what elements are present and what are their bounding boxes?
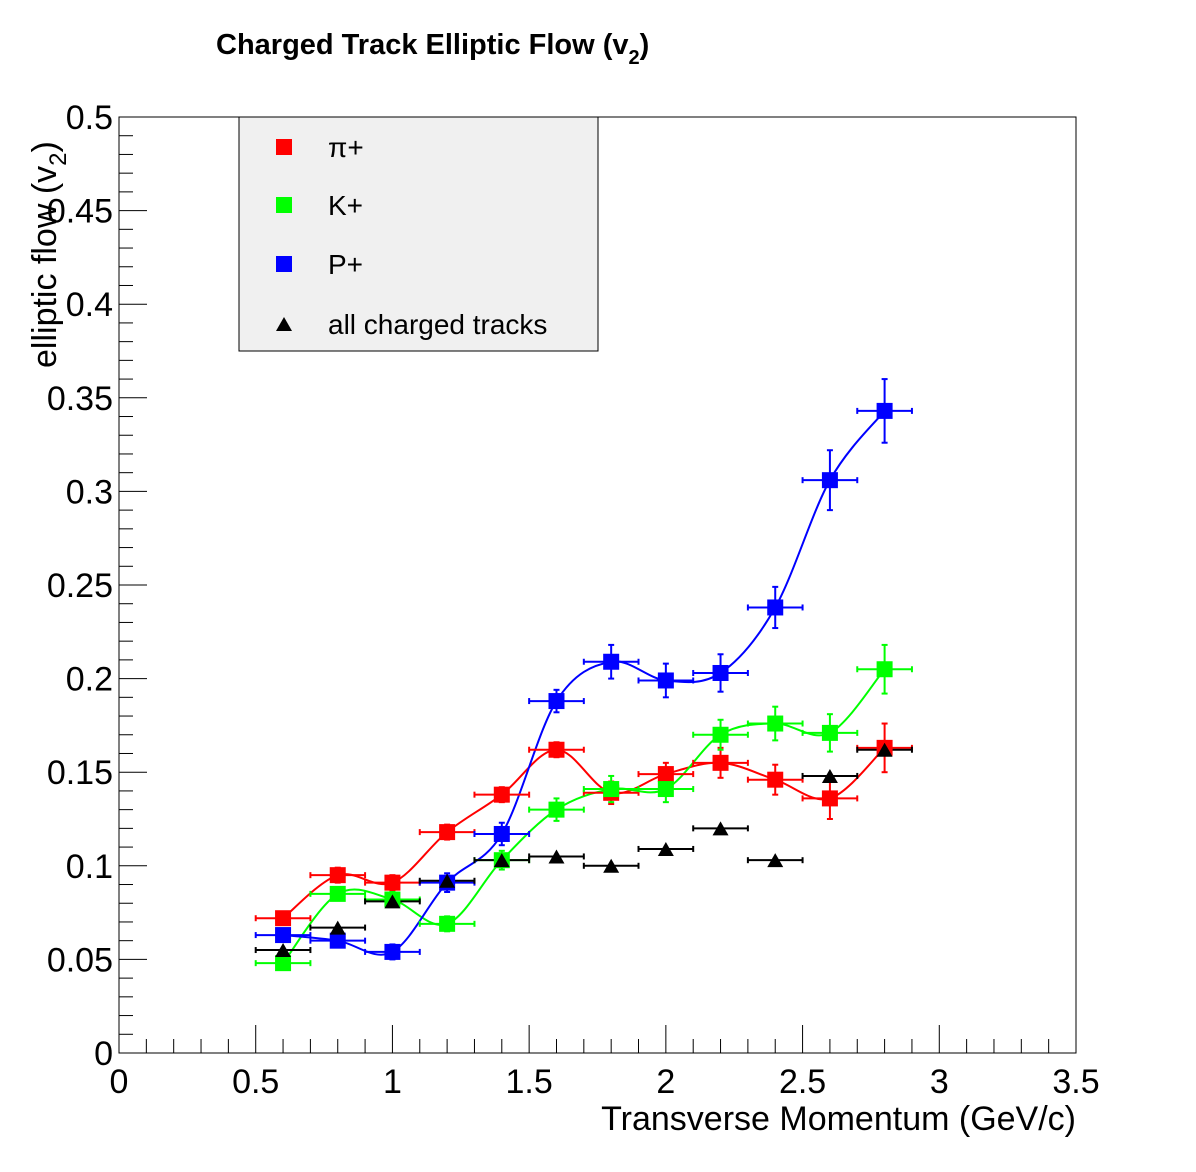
y-axis-title-close: ) (26, 141, 64, 152)
ticks-layer: 0 0.5 1 1.5 2 2.5 3 3.5 0 0.05 0.1 0.15 0.2 0.25 0.3 0.… (47, 99, 1100, 1101)
legend-label-pi-plus: π+ (328, 132, 364, 163)
x-tick-label: 3 (930, 1063, 949, 1101)
data-point-p-plus (275, 927, 292, 944)
data-point-all-charged (329, 920, 346, 935)
y-tick-label: 0.1 (66, 848, 113, 886)
legend-label-all-charged: all charged tracks (328, 309, 547, 340)
data-point-all-charged (384, 894, 401, 909)
data-point-p-plus (548, 693, 565, 710)
data-point-p-plus (603, 653, 620, 670)
x-tick-label: 0.5 (232, 1063, 279, 1101)
chart-title: Charged Track Elliptic Flow (v2) (216, 29, 649, 69)
data-point-pi-plus (439, 824, 456, 841)
x-tick-label: 2 (656, 1063, 675, 1101)
legend-marker-pi-plus (276, 139, 292, 155)
data-point-p-plus (821, 472, 838, 489)
data-point-pi-plus (548, 741, 565, 758)
y-axis-title: elliptic flow (v2) (26, 141, 72, 368)
x-tick-label: 1 (383, 1063, 402, 1101)
data-point-k-plus (876, 661, 893, 678)
legend-box (238, 116, 599, 352)
data-point-k-plus (275, 955, 292, 972)
data-point-pi-plus (712, 754, 729, 771)
data-point-all-charged (603, 858, 620, 873)
series-line-k-plus (282, 668, 886, 964)
data-point-p-plus (657, 672, 674, 689)
data-point-k-plus (439, 915, 456, 932)
data-point-p-plus (712, 664, 729, 681)
y-tick-label: 0.5 (66, 99, 113, 137)
data-point-pi-plus (767, 771, 784, 788)
y-tick-label: 0.3 (66, 473, 113, 511)
data-point-all-charged (493, 853, 510, 868)
data-point-all-charged (712, 821, 729, 836)
data-point-k-plus (329, 885, 346, 902)
chart-title-subscript: 2 (629, 47, 640, 69)
legend: π+ K+ P+ all charged tracks (238, 116, 599, 352)
data-point-all-charged (876, 742, 893, 757)
data-point-p-plus (493, 825, 510, 842)
y-tick-label: 0.35 (47, 380, 113, 418)
errors-layer (254, 378, 913, 970)
legend-items: π+ K+ P+ all charged tracks (276, 132, 547, 340)
chart-title-close: ) (640, 29, 650, 61)
series-line-p-plus (282, 410, 886, 956)
data-point-pi-plus (657, 766, 674, 783)
data-point-all-charged (821, 768, 838, 783)
data-point-pi-plus (275, 910, 292, 927)
data-point-all-charged (275, 943, 292, 958)
x-tick-label: 3.5 (1052, 1063, 1099, 1101)
data-point-pi-plus (384, 874, 401, 891)
y-tick-label: 0.2 (66, 661, 113, 699)
y-tick-label: 0.25 (47, 567, 113, 605)
x-axis-title: Transverse Momentum (GeV/c) (601, 1100, 1076, 1138)
data-point-k-plus (603, 781, 620, 798)
data-point-pi-plus (493, 786, 510, 803)
data-point-k-plus (657, 781, 674, 798)
x-tick-label: 1.5 (506, 1063, 553, 1101)
data-point-all-charged (657, 841, 674, 856)
lines-layer (282, 410, 886, 964)
y-tick-label: 0.4 (66, 286, 113, 324)
x-tick-label: 2.5 (779, 1063, 826, 1101)
y-tick-label: 0 (94, 1035, 113, 1073)
data-point-pi-plus (821, 790, 838, 807)
markers-layer (275, 402, 893, 972)
data-point-p-plus (329, 932, 346, 949)
y-tick-label: 0.05 (47, 941, 113, 979)
data-point-k-plus (548, 801, 565, 818)
data-point-all-charged (439, 873, 456, 888)
y-tick-label: 0.45 (47, 193, 113, 231)
data-point-k-plus (821, 724, 838, 741)
legend-label-k-plus: K+ (328, 190, 363, 221)
x-tick-label: 0 (110, 1063, 129, 1101)
legend-marker-k-plus (276, 197, 292, 213)
data-point-k-plus (767, 715, 784, 732)
legend-marker-all-charged (276, 317, 292, 331)
data-point-all-charged (548, 849, 565, 864)
data-point-p-plus (876, 402, 893, 419)
data-point-p-plus (384, 943, 401, 960)
data-point-all-charged (767, 853, 784, 868)
data-point-p-plus (767, 599, 784, 616)
legend-label-p-plus: P+ (328, 249, 363, 280)
data-point-pi-plus (329, 867, 346, 884)
y-tick-label: 0.15 (47, 754, 113, 792)
y-axis-title-subscript: 2 (45, 152, 72, 165)
legend-marker-p-plus (276, 256, 292, 272)
data-point-k-plus (712, 726, 729, 743)
